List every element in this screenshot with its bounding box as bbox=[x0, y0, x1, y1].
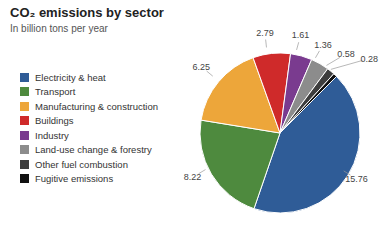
html-text:Land-use change & forestry: Land-use change & forestry bbox=[35, 144, 152, 156]
svg-text:6.25: 6.25 bbox=[192, 62, 210, 72]
html-text:Transport: Transport bbox=[35, 86, 76, 98]
svg-text:1.36: 1.36 bbox=[314, 40, 332, 50]
svg-text:1.61: 1.61 bbox=[292, 30, 310, 40]
html-text:Other fuel combustion: Other fuel combustion bbox=[35, 158, 128, 170]
svg-text:8.22: 8.22 bbox=[184, 172, 202, 182]
html-text:CO₂ emissions by sector: CO₂ emissions by sector bbox=[10, 5, 164, 20]
html-text:Fugitive emissions: Fugitive emissions bbox=[35, 173, 114, 185]
html-text:Manufacturing & construction: Manufacturing & construction bbox=[35, 100, 158, 112]
html-text:In billion tons per year: In billion tons per year bbox=[10, 23, 108, 34]
html-text:Buildings: Buildings bbox=[35, 115, 74, 127]
svg-text:15.76: 15.76 bbox=[345, 174, 368, 184]
html-text:Industry: Industry bbox=[35, 129, 69, 141]
svg-text:2.79: 2.79 bbox=[256, 28, 274, 38]
svg-text:0.28: 0.28 bbox=[360, 54, 376, 64]
svg-text:0.58: 0.58 bbox=[337, 49, 355, 59]
html-text:Electricity & heat: Electricity & heat bbox=[35, 71, 106, 83]
